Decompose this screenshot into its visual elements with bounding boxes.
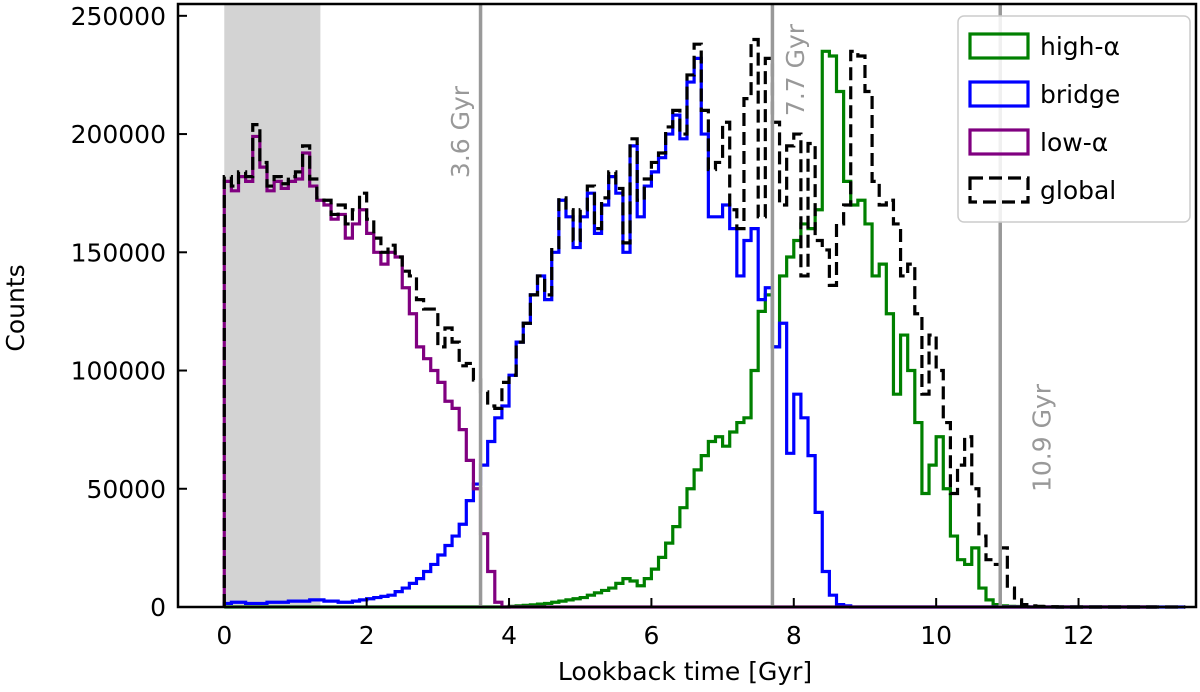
legend: high-α bridge low-α global [957,15,1191,223]
legend-label-bridge: bridge [1040,80,1120,109]
legend-swatch-high-alpha [968,32,1030,60]
y-tick-label: 100000 [71,357,166,386]
shaded-region [224,4,321,607]
x-tick-label: 12 [1063,621,1095,650]
x-tick-label: 10 [920,621,952,650]
axes-layer: 0 2 4 6 8 10 12 0 50000 100000 150000 200000 250000 [71,2,1198,650]
legend-label-low-alpha: low-α [1040,128,1108,157]
legend-box [957,15,1191,223]
legend-swatch-bridge [968,80,1030,108]
x-tick-label: 4 [501,621,517,650]
y-tick-label: 50000 [86,475,166,504]
vertical-line-label-1: 3.6 Gyr [446,85,475,178]
shaded-region-layer [224,4,321,607]
vertical-line-label-2: 7.7 Gyr [781,23,810,116]
y-tick-label: 150000 [71,238,166,267]
x-tick-label: 2 [359,621,375,650]
vertical-line-label-3: 10.9 Gyr [1028,383,1057,492]
legend-label-high-alpha: high-α [1040,32,1120,61]
y-tick-label: 250000 [71,2,166,31]
x-axis-label: Lookback time [Gyr] [558,657,812,686]
y-axis-label: Counts [1,264,30,351]
x-tick-label: 6 [643,621,659,650]
legend-swatch-low-alpha [968,128,1030,156]
y-tick-label: 0 [150,593,166,622]
series-global-line [222,37,1186,609]
x-tick-label: 8 [786,621,802,650]
x-tick-label: 0 [216,621,232,650]
legend-swatch-global [968,176,1030,204]
y-tick-label: 200000 [71,120,166,149]
legend-label-global: global [1040,176,1116,205]
plot-frame [176,2,1198,609]
